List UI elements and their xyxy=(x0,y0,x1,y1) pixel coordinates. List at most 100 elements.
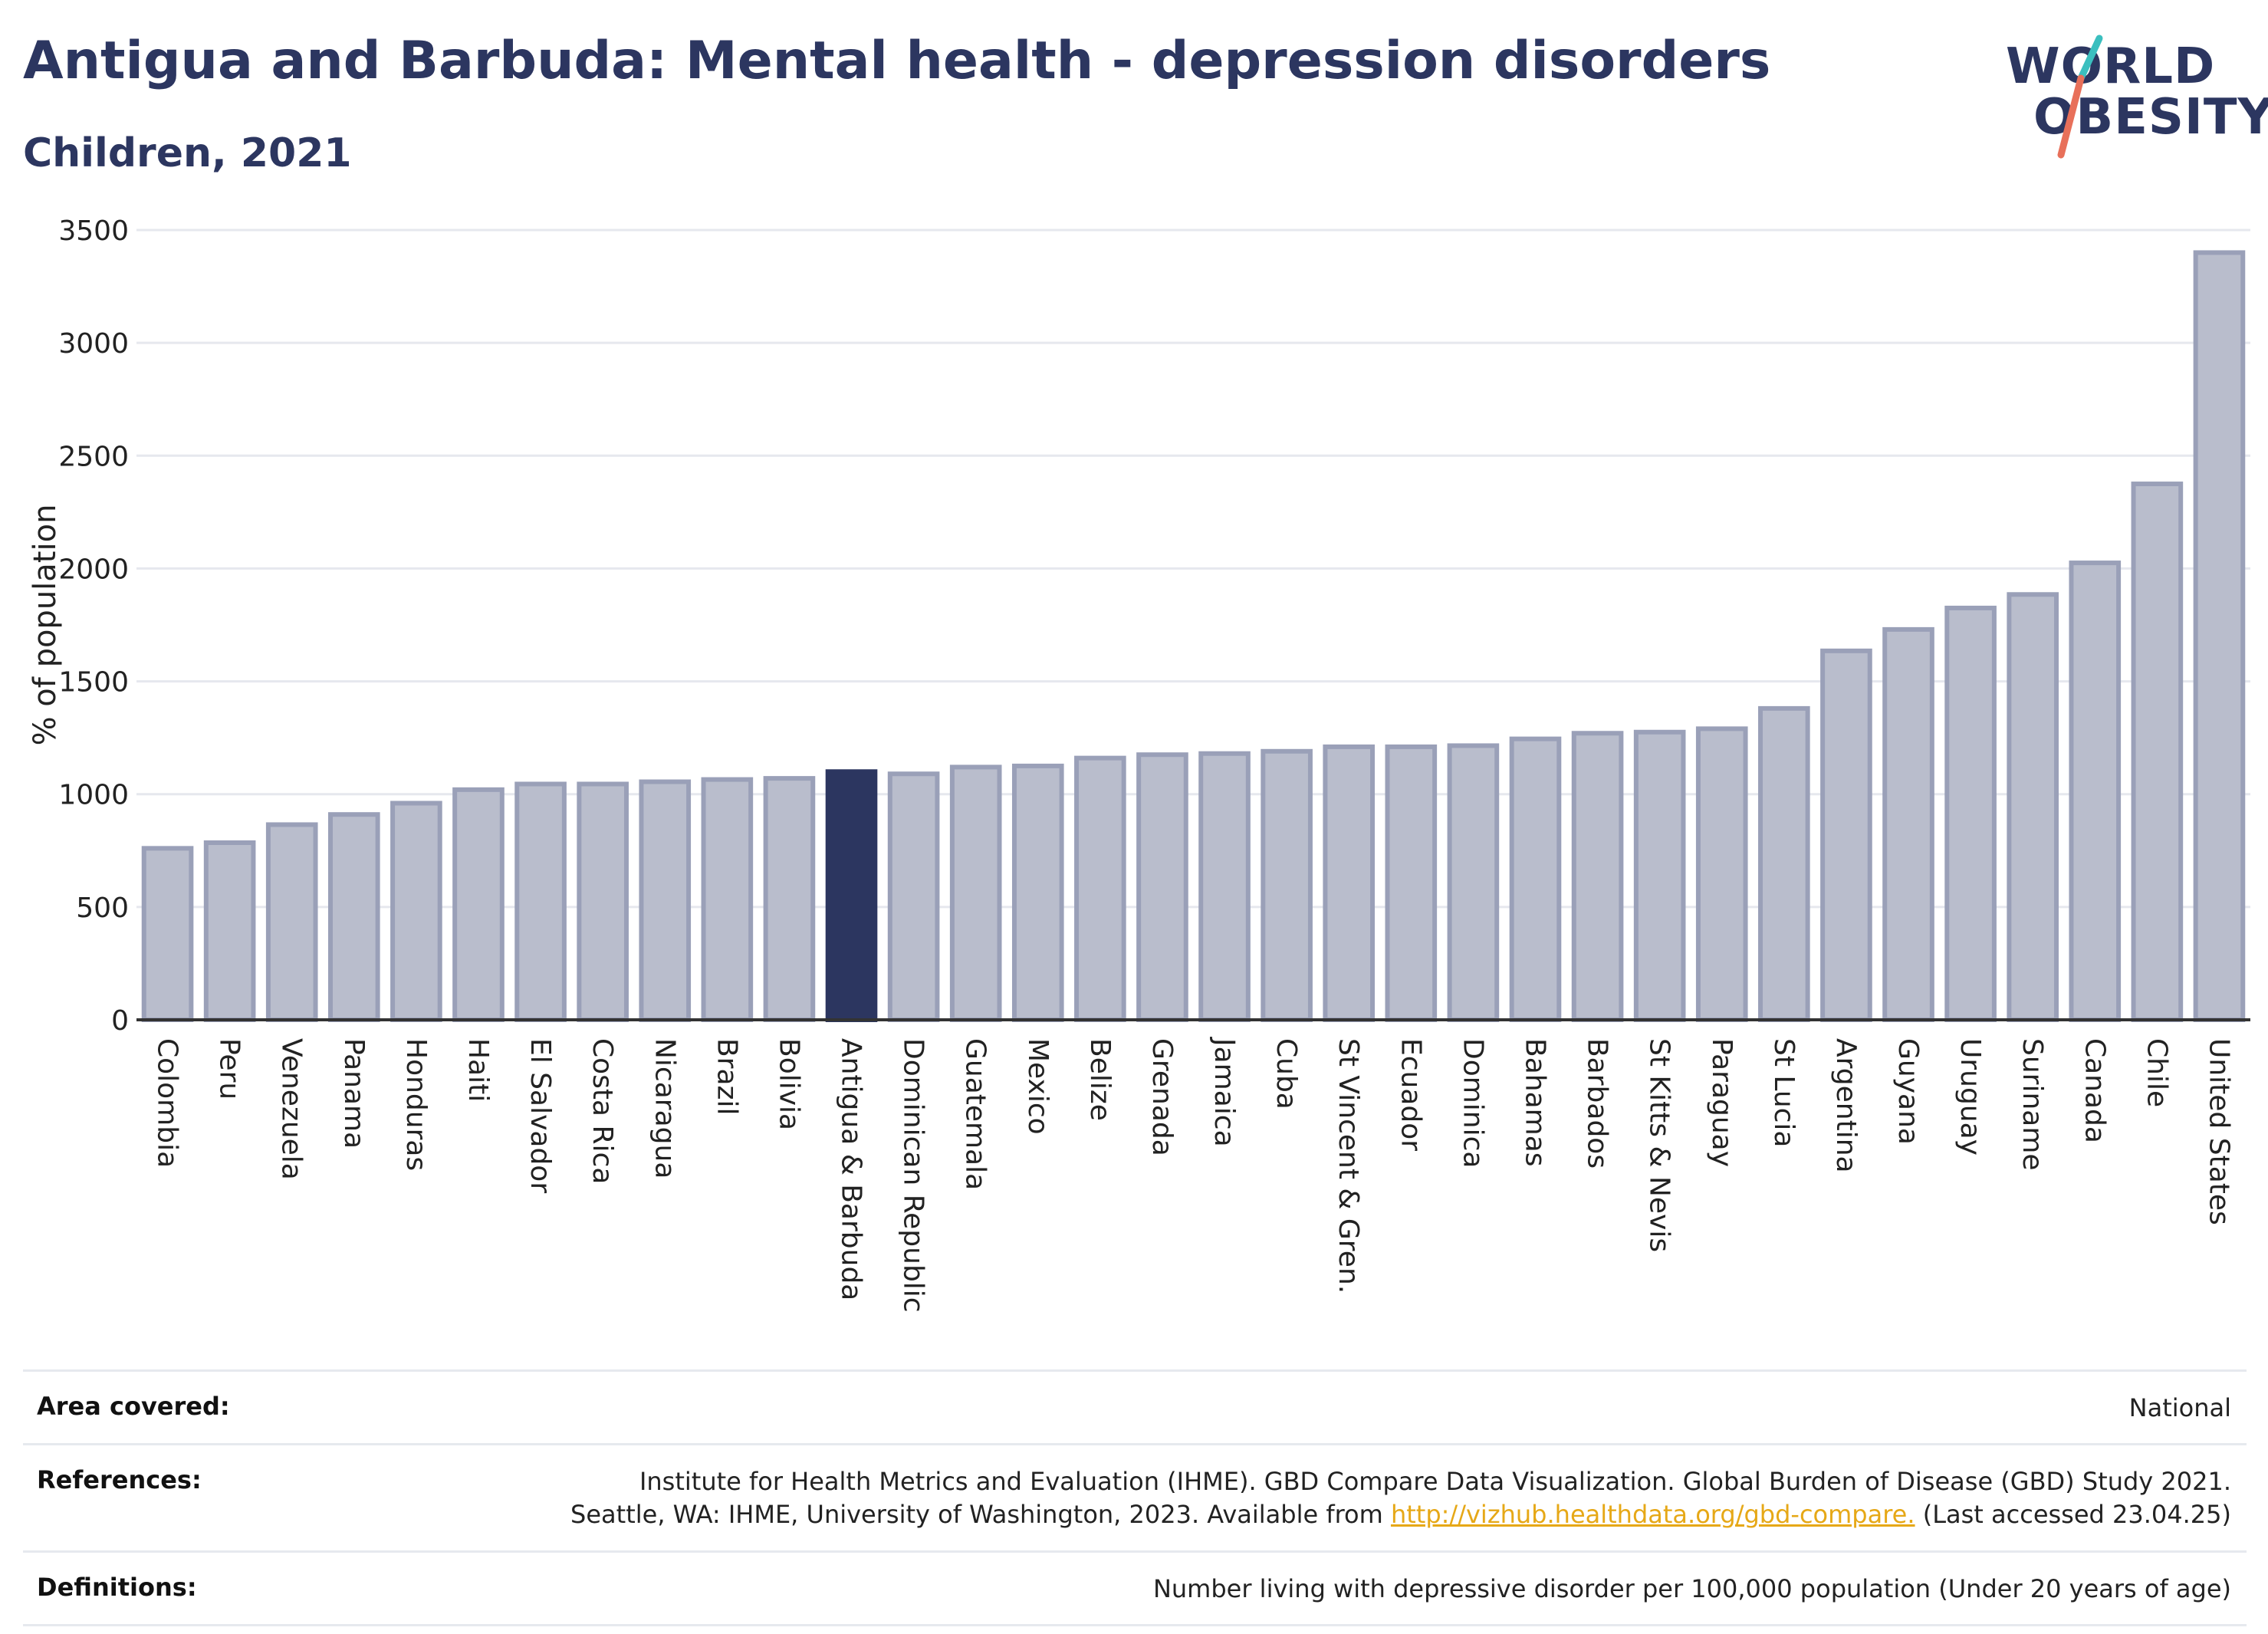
bar xyxy=(1198,751,1251,1022)
x-tick-label: Belize xyxy=(1084,1038,1116,1121)
x-tick-label: Bolivia xyxy=(773,1038,804,1130)
bar-highlight xyxy=(825,769,878,1022)
x-tick-label: United States xyxy=(2203,1038,2234,1225)
world-obesity-logo: WORLD OBESITY xyxy=(1994,23,2268,161)
bar xyxy=(2007,592,2059,1022)
page-subtitle: Children, 2021 xyxy=(23,130,352,176)
x-tick-label: Nicaragua xyxy=(649,1038,680,1179)
bar xyxy=(327,812,380,1022)
bar xyxy=(1758,705,1810,1023)
references-value: Institute for Health Metrics and Evaluat… xyxy=(570,1465,2231,1531)
bar xyxy=(1011,763,1064,1023)
bar xyxy=(949,764,1002,1023)
x-tick-label: Bahamas xyxy=(1519,1038,1550,1167)
references-line-1: Institute for Health Metrics and Evaluat… xyxy=(639,1467,2231,1497)
area-covered-row: Area covered: National xyxy=(23,1369,2247,1443)
x-tick-label: Costa Rica xyxy=(587,1038,618,1184)
bar xyxy=(763,776,816,1022)
bar xyxy=(2193,250,2246,1022)
x-tick-label: Canada xyxy=(2079,1038,2110,1143)
x-tick-label: Honduras xyxy=(400,1038,432,1171)
x-tick-label: Chile xyxy=(2141,1038,2172,1107)
x-tick-label: Argentina xyxy=(1830,1038,1862,1173)
x-axis-ticks: Colombia Peru Venezuela Panama Honduras Haiti… xyxy=(152,1037,2235,1313)
area-covered-label: Area covered: xyxy=(37,1392,230,1421)
bar xyxy=(1695,726,1748,1022)
logo-line-1: WORLD xyxy=(2006,38,2216,95)
bar xyxy=(1074,755,1126,1023)
x-tick-label: Suriname xyxy=(2017,1038,2048,1171)
x-tick-label: Barbados xyxy=(1582,1038,1613,1169)
x-tick-label: Dominican Republic xyxy=(898,1038,929,1313)
bar xyxy=(390,801,442,1022)
y-axis-ticks: 0 500 1000 1500 2000 2500 3000 3500 xyxy=(58,215,129,1037)
x-tick-label: Colombia xyxy=(152,1038,183,1168)
x-tick-label: Dominica xyxy=(1457,1038,1488,1168)
bar xyxy=(514,781,567,1022)
x-tick-label: Uruguay xyxy=(1954,1038,1986,1156)
bar xyxy=(1447,743,1500,1022)
x-tick-label: Antigua & Barbuda xyxy=(836,1038,867,1300)
area-covered-value: National xyxy=(2128,1393,2231,1422)
bar xyxy=(2069,561,2122,1023)
x-tick-label: St Lucia xyxy=(1768,1038,1800,1148)
y-tick-label: 0 xyxy=(111,1005,129,1037)
bar xyxy=(1633,729,1686,1022)
references-line-2-post: (Last accessed 23.04.25) xyxy=(1922,1500,2231,1530)
x-tick-label: Haiti xyxy=(462,1038,494,1102)
chart-footer: Area covered: National References: Insti… xyxy=(23,1369,2247,1626)
bar xyxy=(1882,626,1934,1023)
references-line-2-pre: Seattle, WA: IHME, University of Washing… xyxy=(570,1500,1383,1530)
references-label: References: xyxy=(37,1465,202,1495)
references-link[interactable]: http://vizhub.healthdata.org/gbd-compare… xyxy=(1390,1500,1915,1530)
bar-chart: 0 500 1000 1500 2000 2500 3000 3500 Colombia Per… xyxy=(28,215,2250,1313)
bar xyxy=(701,777,754,1022)
bar xyxy=(1820,648,1872,1022)
bar xyxy=(1385,744,1438,1023)
references-row: References: Institute for Health Metrics… xyxy=(23,1443,2247,1550)
bar xyxy=(2131,482,2184,1023)
x-tick-label: Grenada xyxy=(1146,1038,1178,1156)
definitions-row: Definitions: Number living with depressi… xyxy=(23,1550,2247,1626)
bar xyxy=(203,840,256,1022)
page-title: Antigua and Barbuda: Mental health - dep… xyxy=(23,31,1771,91)
x-tick-label: Paraguay xyxy=(1706,1038,1737,1167)
references-line-2: Seattle, WA: IHME, University of Washing… xyxy=(570,1498,2231,1531)
bar xyxy=(1136,752,1188,1022)
y-tick-label: 1500 xyxy=(58,667,129,699)
x-tick-label: Mexico xyxy=(1022,1038,1053,1135)
y-axis-label: % of population xyxy=(28,505,63,746)
x-tick-label: Brazil xyxy=(711,1038,742,1115)
bar xyxy=(1509,736,1562,1022)
definitions-value: Number living with depressive disorder p… xyxy=(1152,1573,2231,1603)
x-tick-label: Cuba xyxy=(1270,1038,1302,1110)
bar xyxy=(1571,731,1624,1022)
y-tick-label: 3000 xyxy=(58,328,129,360)
x-tick-label: Guyana xyxy=(1892,1038,1924,1145)
bar xyxy=(887,771,940,1022)
bar xyxy=(577,781,629,1022)
y-tick-label: 1000 xyxy=(58,780,129,811)
x-tick-label: Panama xyxy=(338,1038,370,1149)
x-tick-label: Jamaica xyxy=(1208,1037,1240,1147)
bar xyxy=(1261,748,1313,1022)
logo-slash-icon xyxy=(2057,35,2103,159)
bar xyxy=(141,846,194,1022)
x-tick-label: St Kitts & Nevis xyxy=(1644,1038,1675,1252)
x-tick-label: Ecuador xyxy=(1395,1038,1426,1151)
x-tick-label: St Vincent & Gren. xyxy=(1333,1038,1364,1294)
y-tick-label: 2000 xyxy=(58,554,129,585)
bar xyxy=(1323,744,1376,1023)
x-tick-label: Peru xyxy=(214,1038,245,1100)
y-tick-label: 500 xyxy=(76,893,129,924)
x-tick-label: Venezuela xyxy=(276,1038,307,1180)
y-tick-label: 2500 xyxy=(58,441,129,472)
bar xyxy=(1944,605,1997,1022)
bar xyxy=(452,787,505,1022)
bars xyxy=(141,250,2246,1023)
bar xyxy=(639,779,692,1022)
x-tick-label: Guatemala xyxy=(960,1038,991,1190)
definitions-label: Definitions: xyxy=(37,1572,197,1602)
x-tick-label: El Salvador xyxy=(524,1038,556,1193)
y-tick-label: 3500 xyxy=(58,215,129,247)
